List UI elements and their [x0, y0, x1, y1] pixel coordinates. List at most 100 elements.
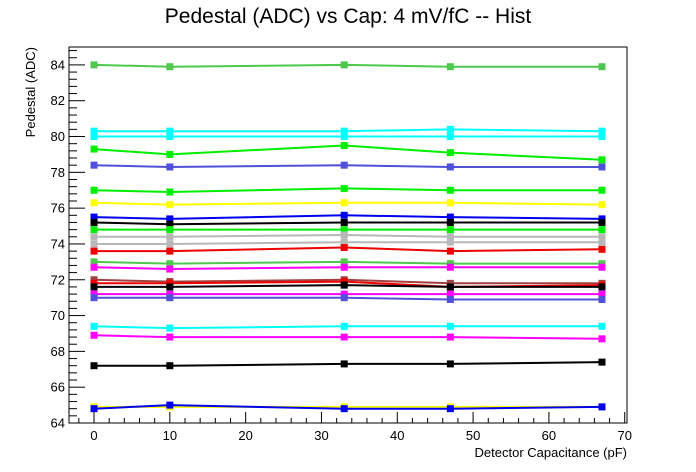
data-point	[166, 362, 174, 370]
data-point	[598, 133, 606, 141]
data-point	[90, 322, 98, 330]
data-point	[340, 238, 348, 246]
y-tick-label: 66	[51, 380, 65, 395]
data-point	[166, 240, 174, 248]
data-point	[446, 63, 454, 71]
data-point	[598, 226, 606, 234]
series-1	[90, 61, 606, 71]
x-tick-label: 40	[390, 428, 404, 443]
data-point	[166, 247, 174, 255]
data-point	[598, 156, 606, 164]
data-point	[90, 186, 98, 194]
series-22	[90, 331, 606, 343]
y-axis-label: Pedestal (ADC)	[23, 47, 38, 137]
data-point	[166, 290, 174, 298]
data-point	[598, 127, 606, 135]
data-point	[340, 231, 348, 239]
data-point	[598, 218, 606, 226]
series-23	[90, 358, 606, 370]
x-tick-label: 50	[466, 428, 480, 443]
data-point	[340, 133, 348, 141]
data-point	[166, 163, 174, 171]
data-point	[90, 218, 98, 226]
data-point	[166, 226, 174, 234]
data-point	[446, 333, 454, 341]
data-point	[90, 247, 98, 255]
data-point	[90, 226, 98, 234]
data-point	[598, 201, 606, 209]
data-point	[598, 263, 606, 271]
data-point	[90, 127, 98, 135]
data-point	[598, 335, 606, 343]
data-point	[340, 258, 348, 266]
data-point	[446, 233, 454, 241]
series-10	[90, 226, 606, 234]
series-4	[90, 141, 606, 164]
data-point	[90, 331, 98, 339]
series-15	[90, 263, 606, 273]
data-point	[446, 238, 454, 246]
series-25	[90, 401, 606, 413]
data-point	[446, 283, 454, 291]
data-point	[90, 213, 98, 221]
data-point	[446, 213, 454, 221]
data-point	[90, 233, 98, 241]
series-3	[90, 133, 606, 141]
data-point	[340, 360, 348, 368]
series-19	[90, 290, 606, 298]
chart-title: Pedestal (ADC) vs Cap: 4 mV/fC -- Hist	[165, 5, 532, 28]
data-point	[598, 163, 606, 171]
y-tick-label: 72	[51, 272, 65, 287]
series-20	[90, 294, 606, 303]
y-tick-label: 76	[51, 201, 65, 216]
data-point	[446, 133, 454, 141]
data-point	[446, 163, 454, 171]
data-point	[446, 149, 454, 157]
data-point	[598, 322, 606, 330]
y-tick-label: 70	[51, 308, 65, 323]
data-point	[90, 276, 98, 284]
data-point	[166, 201, 174, 209]
data-point	[340, 244, 348, 252]
data-point	[598, 245, 606, 253]
data-point	[598, 283, 606, 291]
x-tick-label: 10	[163, 428, 177, 443]
series-5	[90, 161, 606, 171]
series-12	[90, 238, 606, 248]
data-point	[598, 233, 606, 241]
data-point	[166, 220, 174, 228]
data-point	[446, 322, 454, 330]
data-point	[340, 405, 348, 413]
series-8	[90, 211, 606, 223]
data-point	[598, 186, 606, 194]
data-point	[340, 199, 348, 207]
data-point	[446, 295, 454, 303]
data-point	[446, 226, 454, 234]
data-point	[598, 403, 606, 411]
data-point	[166, 324, 174, 332]
data-point	[166, 279, 174, 287]
data-point	[90, 61, 98, 69]
data-point	[598, 63, 606, 71]
data-point	[446, 260, 454, 268]
data-point	[598, 238, 606, 246]
data-point	[340, 322, 348, 330]
data-point	[446, 125, 454, 133]
data-point	[340, 333, 348, 341]
data-point	[446, 405, 454, 413]
data-point	[340, 127, 348, 135]
data-point	[446, 263, 454, 271]
y-tick-label: 84	[51, 57, 65, 72]
x-axis-label: Detector Capacitance (pF)	[475, 445, 627, 460]
data-point	[598, 260, 606, 268]
series-6	[90, 184, 606, 196]
data-point	[166, 215, 174, 223]
data-point	[166, 260, 174, 268]
data-point	[340, 211, 348, 219]
data-point	[446, 247, 454, 255]
data-point	[90, 294, 98, 302]
data-point	[598, 358, 606, 366]
data-point	[90, 279, 98, 287]
y-tick-label: 64	[51, 416, 65, 431]
